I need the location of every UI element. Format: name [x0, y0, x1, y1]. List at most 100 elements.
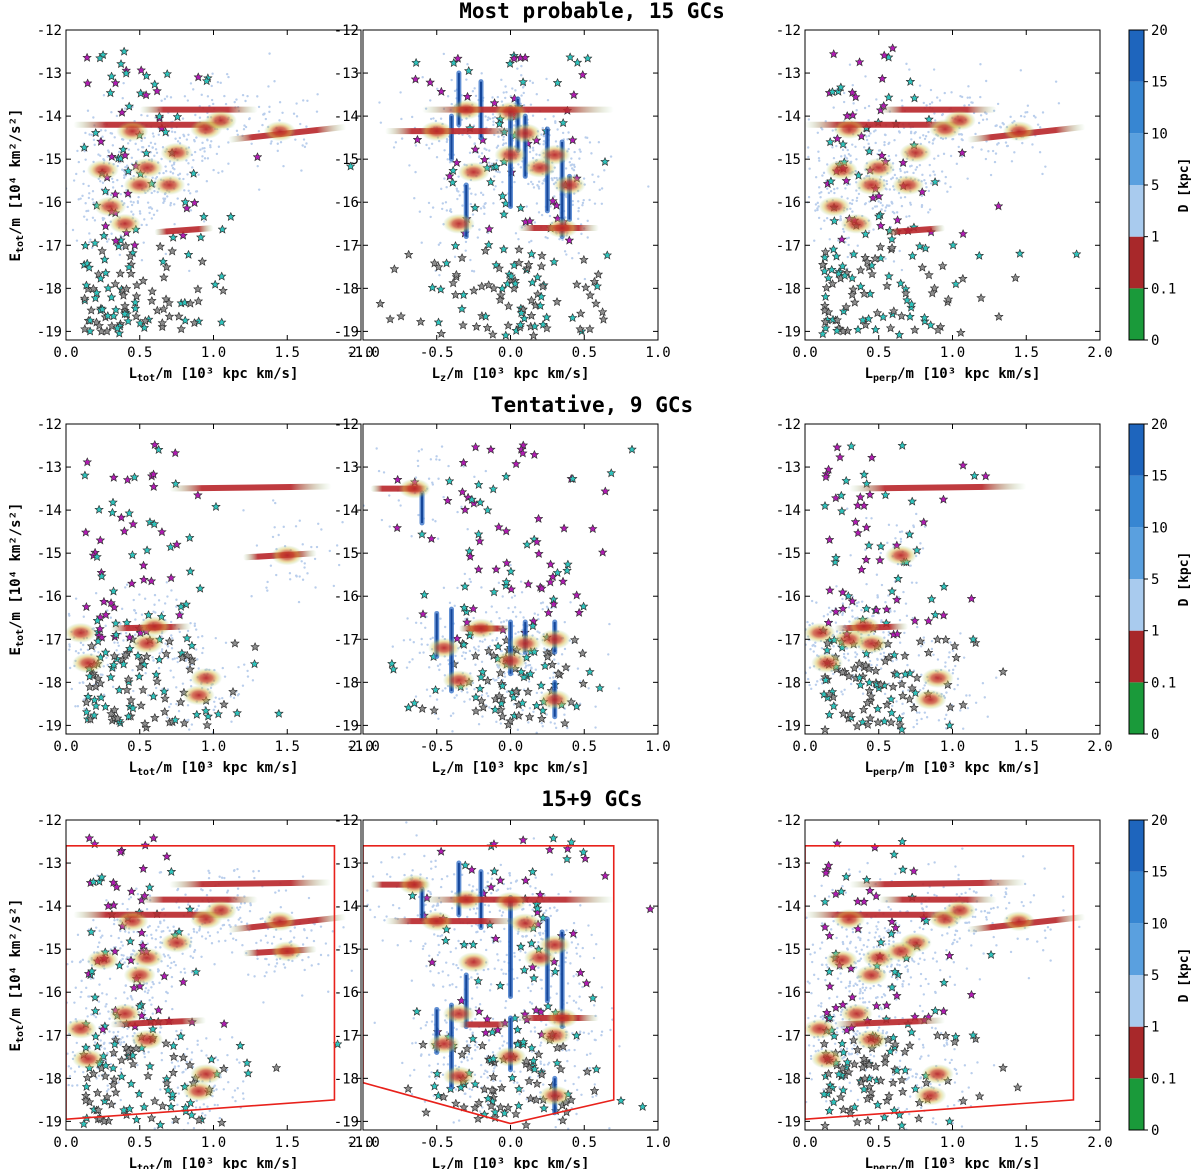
gc-star [124, 508, 134, 518]
orbit-point [915, 722, 919, 726]
orbit-point [427, 477, 431, 480]
gc-star [480, 155, 489, 164]
orbit-point [99, 154, 102, 157]
orbit-point [231, 1096, 234, 1099]
orbit-point [261, 917, 264, 920]
orbit-point [483, 147, 486, 150]
gc-star [396, 311, 406, 321]
orbit-point [156, 968, 160, 971]
gc-star [856, 282, 866, 291]
orbit-point [153, 593, 157, 597]
orbit-point [273, 526, 276, 529]
orbit-point [119, 929, 122, 933]
orbit-point [941, 113, 945, 116]
selection-polygon [66, 845, 336, 1121]
orbit-point [944, 665, 947, 668]
orbit-point [556, 909, 559, 912]
orbit-point [608, 622, 611, 626]
orbit-point [911, 617, 915, 620]
gc-star [853, 325, 863, 334]
orbit-point [60, 1098, 62, 1100]
orbit-point [492, 202, 495, 205]
x-tick-label: 0.0 [53, 345, 78, 361]
gc-star [79, 143, 89, 152]
gc-blob [123, 965, 156, 985]
orbit-point [966, 96, 969, 99]
gc-blob [862, 157, 895, 178]
orbit-point [907, 689, 910, 692]
orbit-point [417, 513, 420, 517]
orbit-point [72, 179, 76, 182]
orbit-point [164, 999, 168, 1003]
orbit-point [159, 870, 163, 874]
orbit-point [932, 68, 936, 71]
orbit-point [471, 90, 475, 93]
gc-star [82, 1082, 91, 1091]
orbit-point [148, 211, 151, 215]
orbit-point [115, 649, 118, 652]
gc-blob [160, 142, 193, 163]
orbit-point [181, 1071, 184, 1074]
gc-star [82, 53, 92, 62]
orbit-point [106, 149, 110, 152]
orbit-point [464, 651, 468, 655]
row-title-tentative: Tentative, 9 GCs [491, 393, 693, 417]
orbit-point [123, 961, 126, 964]
orbit-point [315, 545, 319, 549]
orbit-point [154, 148, 158, 151]
orbit-point [554, 726, 558, 730]
panel-row3-col2: -1.0 -0.5 0.0 0.5 1.0-12-13-14-15-16-17-18-1… [334, 813, 671, 1169]
orbit-point [546, 236, 549, 240]
orbit-point [469, 202, 473, 206]
orbit-point [959, 94, 962, 98]
orbit-point [414, 621, 418, 624]
orbit-point [71, 1084, 74, 1087]
orbit-point [181, 682, 185, 685]
orbit-point [252, 870, 255, 873]
orbit-point [865, 582, 868, 586]
orbit-point [162, 197, 165, 200]
gc-star [501, 330, 511, 340]
gc-star [152, 86, 162, 95]
orbit-point [851, 615, 854, 618]
x-tick-label: 0.5 [127, 739, 152, 755]
orbit-point [1002, 123, 1005, 126]
orbit-point [170, 985, 174, 988]
orbit-point [502, 882, 506, 886]
gc-star [915, 241, 925, 251]
orbit-point [418, 651, 421, 655]
gc-star [855, 57, 864, 66]
orbit-point [1041, 111, 1045, 114]
gc-star [390, 264, 399, 273]
y-tick-label: -17 [334, 238, 359, 254]
orbit-point [468, 187, 471, 190]
orbit-point [88, 232, 91, 235]
y-tick-label: -12 [37, 23, 62, 39]
orbit-point [597, 140, 601, 144]
orbit-point [203, 146, 206, 150]
orbit-point [875, 98, 878, 101]
orbit-point [519, 580, 523, 583]
orbit-point [173, 167, 176, 171]
orbit-point [1010, 160, 1014, 163]
orbit-point [163, 197, 167, 200]
orbit-point [927, 130, 930, 134]
gc-star [494, 522, 504, 531]
orbit-point [168, 929, 171, 933]
orbit-point [864, 548, 867, 551]
orbit-point [846, 652, 850, 656]
gc-star [218, 224, 227, 234]
gc-blob [538, 144, 571, 165]
orbit-point [487, 116, 490, 119]
gc-star [930, 610, 940, 619]
gc-star [442, 258, 451, 268]
gc-star [228, 687, 238, 696]
orbit-point [581, 204, 584, 207]
orbit-point [497, 676, 500, 680]
orbit-point [163, 602, 167, 605]
orbit-point [921, 547, 925, 550]
gc-star [501, 472, 511, 481]
orbit-point [236, 887, 240, 890]
gc-star [162, 1078, 172, 1088]
orbit-point [210, 942, 214, 945]
